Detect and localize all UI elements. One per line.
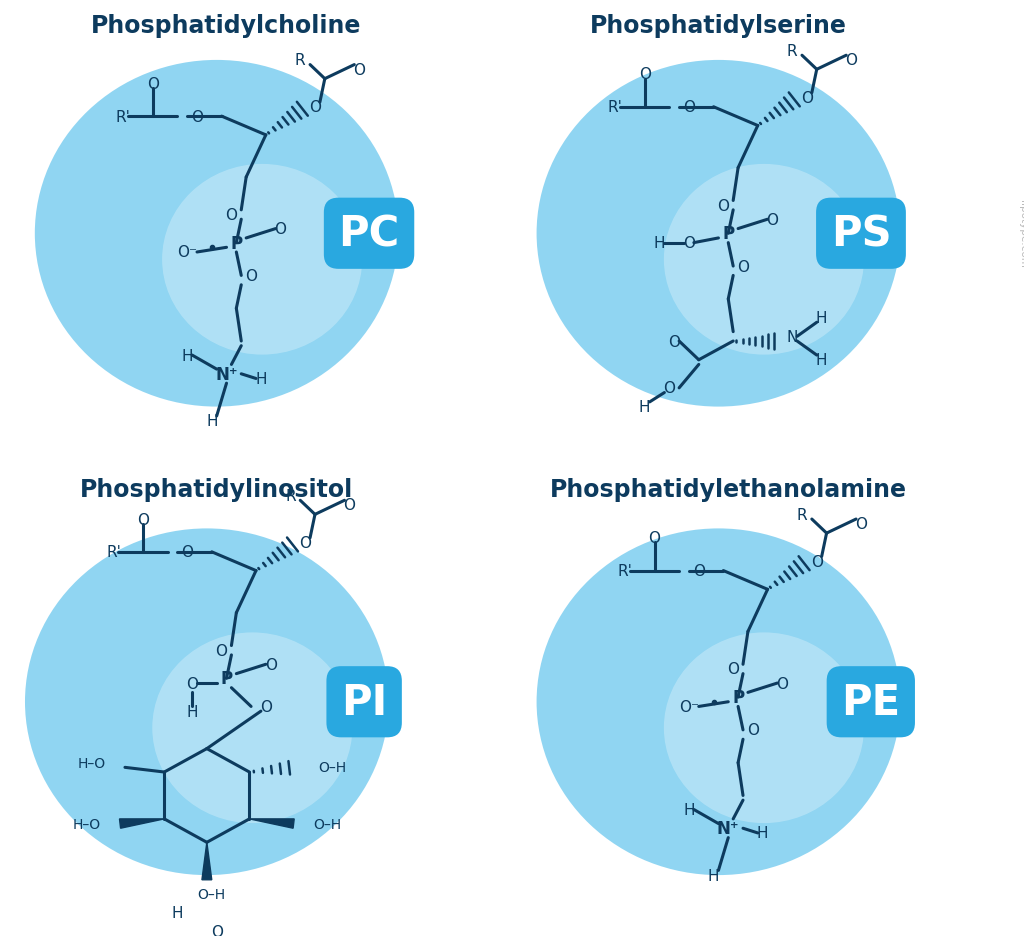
- Text: O: O: [639, 67, 650, 82]
- Text: P: P: [220, 669, 232, 688]
- Text: O: O: [737, 259, 749, 274]
- Text: Phosphatidylserine: Phosphatidylserine: [590, 14, 847, 38]
- Text: O: O: [718, 198, 729, 213]
- Text: O: O: [746, 723, 759, 738]
- Text: H: H: [653, 236, 666, 251]
- Text: H: H: [206, 414, 217, 429]
- Text: O: O: [245, 269, 257, 284]
- Text: O: O: [353, 63, 366, 78]
- Text: O: O: [693, 563, 705, 578]
- Text: O⁻: O⁻: [177, 245, 198, 260]
- Ellipse shape: [35, 61, 398, 407]
- Ellipse shape: [537, 529, 900, 875]
- Text: O: O: [299, 535, 311, 550]
- Text: PS: PS: [830, 213, 891, 255]
- Text: P: P: [732, 688, 744, 707]
- Text: R: R: [797, 507, 807, 522]
- Text: PC: PC: [338, 213, 399, 255]
- Text: O: O: [265, 657, 276, 672]
- Text: O–H: O–H: [313, 817, 341, 830]
- Text: O–H: O–H: [198, 887, 226, 900]
- Text: O: O: [683, 236, 695, 251]
- Text: O: O: [211, 924, 222, 936]
- Text: O: O: [225, 208, 238, 223]
- Text: O: O: [648, 531, 660, 546]
- Text: O: O: [191, 110, 203, 124]
- Text: H: H: [639, 400, 650, 415]
- Text: lipotype.com: lipotype.com: [1018, 200, 1024, 268]
- Ellipse shape: [664, 165, 864, 356]
- Text: H: H: [816, 311, 827, 326]
- Ellipse shape: [664, 633, 864, 824]
- Text: O: O: [727, 662, 739, 677]
- Text: H: H: [255, 372, 266, 387]
- Text: H–O: H–O: [77, 756, 105, 769]
- Text: O: O: [683, 100, 695, 115]
- Text: PE: PE: [842, 681, 900, 723]
- Text: P: P: [722, 225, 734, 243]
- Text: H: H: [757, 826, 768, 841]
- Polygon shape: [120, 819, 164, 828]
- Text: N: N: [786, 329, 798, 344]
- Text: H: H: [186, 704, 198, 719]
- Text: Phosphatidylinositol: Phosphatidylinositol: [80, 477, 353, 502]
- Text: O: O: [664, 381, 675, 396]
- Text: O: O: [845, 53, 857, 68]
- Text: N⁺: N⁺: [215, 365, 238, 384]
- Text: O: O: [181, 545, 194, 560]
- Text: R': R': [617, 563, 633, 578]
- Text: O: O: [767, 212, 778, 227]
- Polygon shape: [250, 819, 294, 828]
- Text: Phosphatidylethanolamine: Phosphatidylethanolamine: [550, 477, 907, 502]
- Text: PI: PI: [341, 681, 387, 723]
- Text: O: O: [669, 334, 680, 349]
- Text: O: O: [343, 498, 355, 513]
- Ellipse shape: [25, 529, 389, 875]
- Text: O: O: [776, 676, 788, 691]
- Text: R: R: [295, 53, 305, 68]
- Ellipse shape: [162, 165, 362, 356]
- Text: Phosphatidylcholine: Phosphatidylcholine: [91, 14, 361, 38]
- Text: O: O: [146, 77, 159, 92]
- Text: O: O: [216, 643, 227, 658]
- Text: H: H: [172, 905, 183, 920]
- Text: R: R: [786, 44, 798, 59]
- Text: H–O: H–O: [73, 817, 100, 830]
- Text: R': R': [106, 545, 121, 560]
- Text: R': R': [116, 110, 131, 124]
- Text: R': R': [608, 100, 623, 115]
- Text: O: O: [137, 512, 148, 527]
- Text: O: O: [309, 100, 321, 115]
- Text: P: P: [230, 234, 243, 253]
- Polygon shape: [202, 842, 212, 880]
- Text: O–H: O–H: [318, 761, 346, 774]
- Text: O: O: [801, 91, 813, 106]
- Text: H: H: [816, 353, 827, 368]
- Text: O: O: [811, 554, 822, 569]
- Text: H: H: [683, 802, 694, 817]
- Text: H: H: [181, 348, 193, 363]
- Ellipse shape: [537, 61, 900, 407]
- Text: O: O: [260, 699, 271, 714]
- Text: O⁻: O⁻: [679, 699, 699, 714]
- Text: R: R: [285, 489, 296, 504]
- Text: O: O: [186, 676, 198, 691]
- Text: O: O: [274, 222, 287, 237]
- Ellipse shape: [153, 633, 352, 824]
- Text: O: O: [855, 517, 867, 532]
- Text: H: H: [708, 868, 719, 883]
- Text: N⁺: N⁺: [717, 819, 739, 838]
